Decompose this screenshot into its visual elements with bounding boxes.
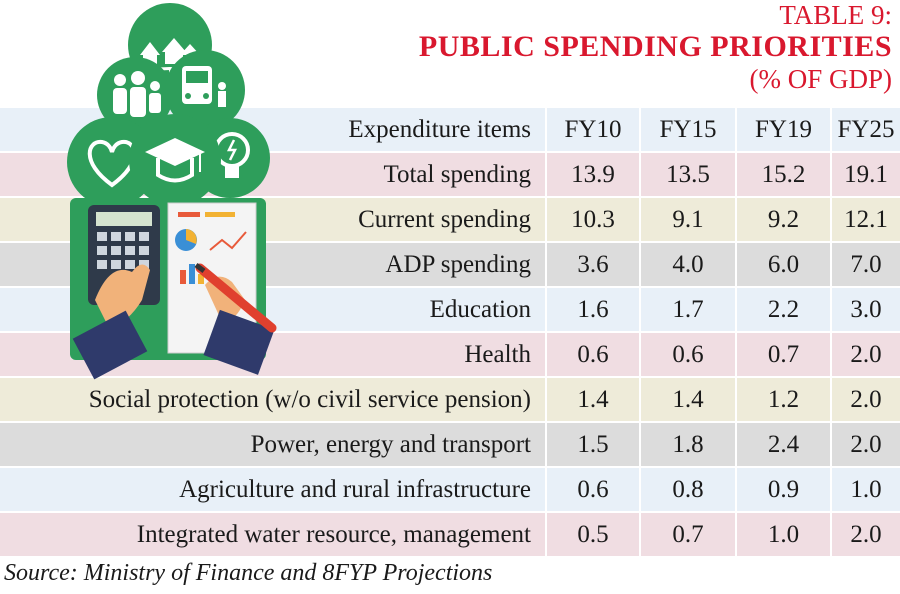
row-label: Integrated water resource, management xyxy=(0,513,545,556)
cell-fy25: 1.0 xyxy=(830,468,900,511)
cell-fy25: 12.1 xyxy=(830,198,900,241)
cell-fy25: 3.0 xyxy=(830,288,900,331)
cell-fy25: 2.0 xyxy=(830,423,900,466)
table-title-block: TABLE 9: PUBLIC SPENDING PRIORITIES (% O… xyxy=(419,2,892,93)
cell-fy15: 9.1 xyxy=(639,198,735,241)
header-fy25: FY25 xyxy=(830,108,900,151)
row-label: Agriculture and rural infrastructure xyxy=(0,468,545,511)
row-label: Power, energy and transport xyxy=(0,423,545,466)
cell-fy25: 2.0 xyxy=(830,513,900,556)
family-icon xyxy=(97,57,173,133)
cell-fy15: 4.0 xyxy=(639,243,735,286)
cell-fy10: 13.9 xyxy=(545,153,639,196)
cell-fy10: 1.5 xyxy=(545,423,639,466)
header-fy10: FY10 xyxy=(545,108,639,151)
cell-fy19: 2.4 xyxy=(735,423,830,466)
cell-fy25: 19.1 xyxy=(830,153,900,196)
illustration xyxy=(67,3,277,380)
cell-fy10: 10.3 xyxy=(545,198,639,241)
cell-fy19: 6.0 xyxy=(735,243,830,286)
table-title: PUBLIC SPENDING PRIORITIES xyxy=(418,30,892,63)
table-number: TABLE 9: xyxy=(779,0,892,30)
header-fy19: FY19 xyxy=(735,108,830,151)
cell-fy10: 0.6 xyxy=(545,468,639,511)
cell-fy15: 0.6 xyxy=(639,333,735,376)
cell-fy15: 1.7 xyxy=(639,288,735,331)
cell-fy19: 1.2 xyxy=(735,378,830,421)
header-fy15: FY15 xyxy=(639,108,735,151)
cell-fy15: 0.8 xyxy=(639,468,735,511)
pen-icon xyxy=(194,263,277,333)
cell-fy10: 3.6 xyxy=(545,243,639,286)
cell-fy15: 13.5 xyxy=(639,153,735,196)
cell-fy25: 7.0 xyxy=(830,243,900,286)
cell-fy19: 2.2 xyxy=(735,288,830,331)
bus-icon xyxy=(165,50,245,130)
cell-fy19: 9.2 xyxy=(735,198,830,241)
table-unit: (% OF GDP) xyxy=(749,64,892,94)
cell-fy19: 0.7 xyxy=(735,333,830,376)
cell-fy19: 15.2 xyxy=(735,153,830,196)
cell-fy15: 1.4 xyxy=(639,378,735,421)
row-label: Social protection (w/o civil service pen… xyxy=(0,378,545,421)
cell-fy10: 0.6 xyxy=(545,333,639,376)
source-note: Source: Ministry of Finance and 8FYP Pro… xyxy=(4,560,493,586)
cell-fy10: 1.6 xyxy=(545,288,639,331)
cell-fy19: 1.0 xyxy=(735,513,830,556)
cell-fy25: 2.0 xyxy=(830,378,900,421)
cell-fy15: 1.8 xyxy=(639,423,735,466)
cell-fy10: 1.4 xyxy=(545,378,639,421)
cell-fy25: 2.0 xyxy=(830,333,900,376)
graduation-cap-icon xyxy=(129,114,221,206)
cell-fy10: 0.5 xyxy=(545,513,639,556)
cell-fy15: 0.7 xyxy=(639,513,735,556)
cell-fy19: 0.9 xyxy=(735,468,830,511)
